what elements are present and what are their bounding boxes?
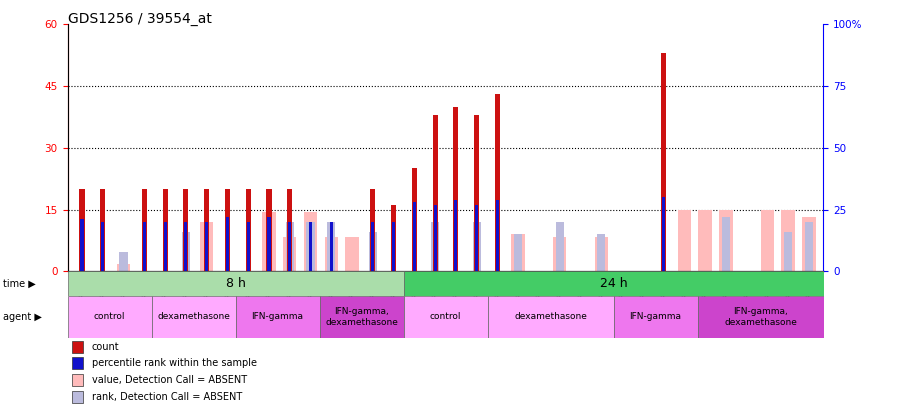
Bar <box>283 237 296 271</box>
Bar <box>698 296 824 338</box>
Bar <box>288 222 292 271</box>
Bar <box>285 222 294 271</box>
Text: time ▶: time ▶ <box>3 279 35 288</box>
Bar <box>72 374 83 386</box>
Text: IFN-gamma: IFN-gamma <box>251 312 303 322</box>
Text: GDS1256 / 39554_at: GDS1256 / 39554_at <box>68 12 211 26</box>
Text: percentile rank within the sample: percentile rank within the sample <box>92 358 256 368</box>
Bar <box>68 296 151 338</box>
Bar <box>698 210 712 271</box>
Bar <box>496 200 499 271</box>
Bar <box>370 189 375 271</box>
Bar <box>555 222 564 271</box>
Bar <box>151 296 236 338</box>
Bar <box>802 217 815 271</box>
Bar <box>225 189 230 271</box>
Bar <box>403 271 824 296</box>
Bar <box>204 189 209 271</box>
Text: IFN-gamma: IFN-gamma <box>629 312 681 322</box>
Bar <box>117 264 130 271</box>
Bar <box>391 205 396 271</box>
Bar <box>266 189 272 271</box>
Bar <box>184 222 187 271</box>
Bar <box>72 341 83 352</box>
Bar <box>614 296 698 338</box>
Bar <box>411 168 417 271</box>
Bar <box>267 217 271 271</box>
Bar <box>320 296 403 338</box>
Bar <box>511 234 525 271</box>
Bar <box>662 197 665 271</box>
Bar <box>303 212 317 271</box>
Bar <box>79 189 85 271</box>
Bar <box>472 222 481 271</box>
Bar <box>164 222 166 271</box>
Bar <box>306 222 315 271</box>
Bar <box>327 222 336 271</box>
Bar <box>346 237 359 271</box>
Bar <box>101 222 104 271</box>
Bar <box>329 222 333 271</box>
Bar <box>597 234 606 271</box>
Bar <box>182 232 190 271</box>
Text: 8 h: 8 h <box>226 277 246 290</box>
Bar <box>805 222 813 271</box>
Bar <box>434 205 436 271</box>
Bar <box>553 237 566 271</box>
Bar <box>371 222 374 271</box>
Bar <box>141 189 147 271</box>
Bar <box>719 210 733 271</box>
Bar <box>433 115 437 271</box>
Text: agent ▶: agent ▶ <box>3 312 41 322</box>
Bar <box>454 200 457 271</box>
Bar <box>200 222 213 271</box>
Bar <box>184 189 188 271</box>
Bar <box>760 210 774 271</box>
Bar <box>595 237 608 271</box>
Bar <box>431 222 439 271</box>
Bar <box>246 189 251 271</box>
Bar <box>120 252 128 271</box>
Text: control: control <box>430 312 461 322</box>
Bar <box>392 222 395 271</box>
Text: count: count <box>92 341 120 352</box>
Bar <box>163 189 167 271</box>
Bar <box>236 296 320 338</box>
Text: IFN-gamma,
dexamethasone: IFN-gamma, dexamethasone <box>724 307 796 326</box>
Bar <box>784 232 792 271</box>
Bar <box>72 391 83 403</box>
Bar <box>68 271 403 296</box>
Text: rank, Detection Call = ABSENT: rank, Detection Call = ABSENT <box>92 392 242 402</box>
Text: dexamethasone: dexamethasone <box>158 312 230 322</box>
Bar <box>781 210 795 271</box>
Bar <box>325 237 338 271</box>
Bar <box>454 107 458 271</box>
Bar <box>403 296 488 338</box>
Text: 24 h: 24 h <box>599 277 627 290</box>
Bar <box>722 217 730 271</box>
Text: IFN-gamma,
dexamethasone: IFN-gamma, dexamethasone <box>325 307 398 326</box>
Bar <box>475 205 478 271</box>
Text: dexamethasone: dexamethasone <box>514 312 587 322</box>
Bar <box>661 53 666 271</box>
Text: value, Detection Call = ABSENT: value, Detection Call = ABSENT <box>92 375 247 385</box>
Bar <box>495 94 500 271</box>
Bar <box>143 222 146 271</box>
Bar <box>262 212 275 271</box>
Bar <box>678 210 691 271</box>
Bar <box>72 357 83 369</box>
Text: control: control <box>94 312 125 322</box>
Bar <box>226 217 229 271</box>
Bar <box>474 115 479 271</box>
Bar <box>369 232 377 271</box>
Bar <box>100 189 105 271</box>
Bar <box>287 189 292 271</box>
Bar <box>309 222 312 271</box>
Bar <box>488 296 614 338</box>
Bar <box>413 202 416 271</box>
Bar <box>205 222 208 271</box>
Bar <box>514 234 522 271</box>
Bar <box>80 220 84 271</box>
Bar <box>247 222 249 271</box>
